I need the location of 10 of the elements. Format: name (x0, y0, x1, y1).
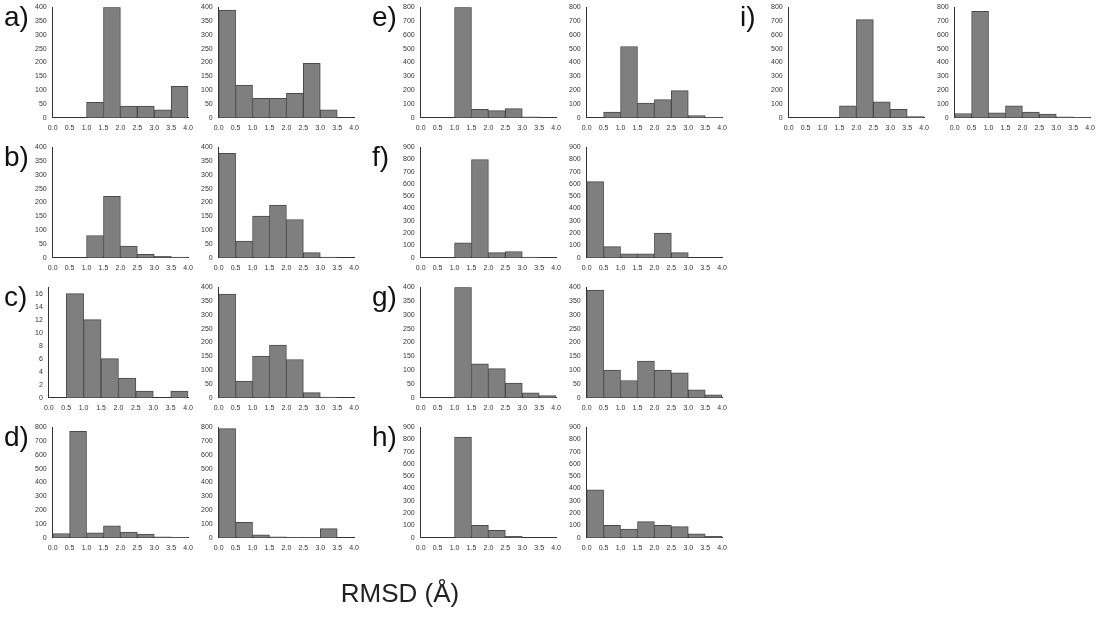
chart-title: e) (372, 0, 398, 34)
chart-title: h) (372, 420, 398, 454)
x-axis-title: RMSD (Å) (339, 578, 461, 609)
chart-title: c) (4, 280, 29, 314)
chart-title: f) (372, 140, 391, 174)
chart-title: g) (372, 280, 398, 314)
chart-title: a) (4, 0, 30, 34)
chart-title: b) (4, 140, 30, 174)
chart-title: i) (740, 0, 757, 34)
chart-title: d) (4, 420, 30, 454)
